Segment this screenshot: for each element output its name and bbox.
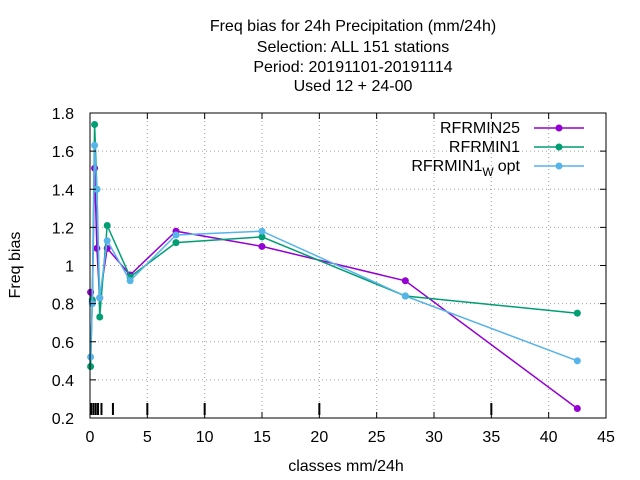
series-2-point <box>91 141 99 149</box>
y-tick-label: 0.4 <box>52 373 74 390</box>
series-2-point <box>103 237 111 245</box>
series-2-point <box>96 294 104 302</box>
series-2-point <box>87 353 95 361</box>
series-2-point <box>93 185 101 193</box>
series-1-point <box>87 363 95 371</box>
y-axis-label: Freq bias <box>7 232 24 299</box>
plot-frame <box>89 112 607 419</box>
series-layer <box>87 120 581 412</box>
y-tick-label: 0.2 <box>52 411 74 428</box>
series-2-point <box>401 292 409 300</box>
series-1-point <box>258 233 266 241</box>
x-tick-label: 0 <box>86 429 95 446</box>
series-0-point <box>93 244 101 252</box>
x-tick-label: 5 <box>143 429 152 446</box>
grid-lines <box>90 113 606 418</box>
legend-label-rfrmin25: RFRMIN25 <box>440 120 520 137</box>
chart-title: Freq bias for 24h Precipitation (mm/24h)… <box>210 18 496 95</box>
series-0-point <box>573 404 581 412</box>
legend-marker-rfrmin1w-opt <box>555 162 563 170</box>
y-tick-label: 0.8 <box>52 297 74 314</box>
legend: RFRMIN25 RFRMIN1 RFRMIN1W opt <box>411 120 584 179</box>
x-tick-label: 30 <box>425 429 443 446</box>
class-marks <box>90 403 493 415</box>
x-tick-label: 15 <box>253 429 271 446</box>
series-2-point <box>126 277 134 285</box>
title-line-3: Period: 20191101-20191114 <box>253 59 452 76</box>
series-2-point <box>573 357 581 365</box>
y-tick-label: 1.4 <box>52 182 74 199</box>
y-tick-label: 0.6 <box>52 335 74 352</box>
x-tick-label: 20 <box>310 429 328 446</box>
series-1-point <box>573 309 581 317</box>
legend-label-rfrmin1: RFRMIN1 <box>449 139 520 156</box>
series-2-point <box>172 231 180 239</box>
series-line-0 <box>89 168 578 410</box>
legend-marker-rfrmin25 <box>555 124 563 132</box>
series-1-point <box>96 313 104 321</box>
axis-ticks: 0 5 10 15 20 25 30 35 40 45 0.2 0.4 0.6 0.8 1 1.2 1.4 1.6… <box>52 106 615 446</box>
series-0-point <box>258 242 266 250</box>
series-1-point <box>172 239 180 247</box>
x-tick-label: 35 <box>482 429 500 446</box>
series-1-point <box>91 120 99 128</box>
y-tick-label: 1 <box>65 259 74 276</box>
y-tick-label: 1.8 <box>52 106 74 123</box>
series-2-point <box>258 227 266 235</box>
x-tick-label: 45 <box>597 429 615 446</box>
legend-label-rfrmin1w-opt: RFRMIN1W opt <box>411 158 520 179</box>
legend-label-main: RFRMIN1 <box>411 158 482 175</box>
y-tick-label: 1.6 <box>52 144 74 161</box>
y-tick-label: 1.2 <box>52 220 74 237</box>
x-tick-label: 10 <box>196 429 214 446</box>
title-line-4: Used 12 + 24-00 <box>294 78 413 95</box>
legend-marker-rfrmin1 <box>555 143 563 151</box>
x-axis-label: classes mm/24h <box>288 458 404 475</box>
series-1-point <box>103 221 111 229</box>
series-line-2 <box>89 145 578 362</box>
x-tick-label: 25 <box>368 429 386 446</box>
x-tick-label: 40 <box>540 429 558 446</box>
legend-label-sub: W <box>482 165 494 179</box>
legend-label-suffix: opt <box>498 158 521 175</box>
title-line-2: Selection: ALL 151 stations <box>257 39 449 56</box>
title-line-1: Freq bias for 24h Precipitation (mm/24h) <box>210 18 496 35</box>
series-0-point <box>401 277 409 285</box>
